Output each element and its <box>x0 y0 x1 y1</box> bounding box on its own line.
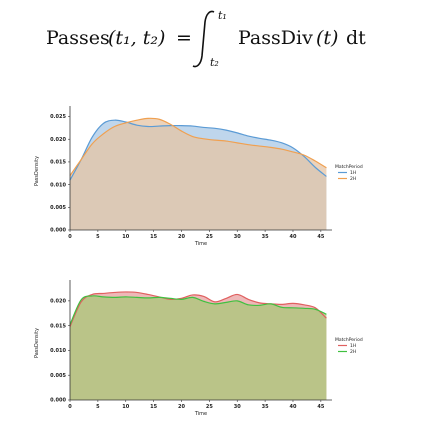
x-tick-label: 0 <box>68 404 72 410</box>
legend-label-2h: 2H <box>350 176 356 182</box>
y-axis-label: PassDensity <box>34 156 40 186</box>
charts-area: 0 5 10 15 20 25 30 35 40 45 0.000 0.005 0.010 0.015 0.… <box>0 80 434 433</box>
y-tick-label: 0.015 <box>50 160 66 166</box>
series-line-2h <box>69 117 327 176</box>
x-tick-label: 0 <box>68 234 72 240</box>
series-line-2h <box>69 295 327 325</box>
x-tick-label: 5 <box>96 234 100 240</box>
y-tick-label: 0.000 <box>50 398 66 404</box>
x-tick-label: 5 <box>96 404 100 410</box>
x-tick-label: 10 <box>122 234 129 240</box>
series-area-2h <box>70 295 327 400</box>
x-tick-label: 30 <box>234 404 241 410</box>
formula-equals: = <box>176 27 192 49</box>
x-axis-label: Time <box>194 241 207 247</box>
formula-upper-limit: t₁ <box>218 9 227 22</box>
formula: Passes (t₁, t₂) = t₁ t₂ PassDiv (t) dt <box>0 0 434 80</box>
x-tick-label: 20 <box>178 234 185 240</box>
x-tick-label: 10 <box>122 404 129 410</box>
formula-integrand: PassDiv <box>238 27 313 49</box>
x-tick-label: 40 <box>289 234 296 240</box>
legend-label-1h: 1H <box>350 170 356 176</box>
x-tick-label: 25 <box>206 404 213 410</box>
y-tick-label: 0.020 <box>50 299 66 305</box>
x-tick-label: 35 <box>262 404 269 410</box>
y-tick-label: 0.005 <box>50 373 66 379</box>
x-tick-label: 25 <box>206 234 213 240</box>
legend-label-2h: 2H <box>350 349 356 355</box>
x-tick-label: 45 <box>317 404 324 410</box>
x-axis-label: Time <box>194 411 207 417</box>
x-tick-label: 45 <box>317 234 324 240</box>
formula-lower-limit: t₂ <box>210 56 219 69</box>
series-line-1h <box>69 291 327 327</box>
x-tick-label: 35 <box>262 234 269 240</box>
y-tick-label: 0.020 <box>50 137 66 143</box>
density-charts: 0 5 10 15 20 25 30 35 40 45 0.000 0.005 0.010 0.015 0.… <box>34 106 363 417</box>
formula-lhs-name: Passes <box>46 27 110 49</box>
y-tick-label: 0.010 <box>50 348 66 354</box>
chart-1: 0 5 10 15 20 25 30 35 40 45 0.000 0.005 0.010 0.015 0.… <box>34 106 363 247</box>
x-tick-label: 15 <box>150 404 157 410</box>
y-tick-label: 0.025 <box>50 114 66 120</box>
y-tick-label: 0.010 <box>50 182 66 188</box>
x-tick-label: 40 <box>289 404 296 410</box>
y-tick-label: 0.005 <box>50 205 66 211</box>
integral-sign <box>192 10 215 68</box>
formula-differential: dt <box>346 27 366 49</box>
legend-title: MatchPeriod <box>335 337 363 343</box>
legend-title: MatchPeriod <box>335 164 363 170</box>
x-tick-label: 15 <box>150 234 157 240</box>
series-area-2h <box>70 118 327 230</box>
formula-integrand-arg: (t) <box>316 27 338 49</box>
y-tick-label: 0.000 <box>50 228 66 234</box>
series-line-1h <box>69 119 327 181</box>
x-tick-label: 20 <box>178 404 185 410</box>
y-tick-label: 0.015 <box>50 323 66 329</box>
y-axis-label: PassDensity <box>34 328 40 358</box>
x-tick-label: 30 <box>234 234 241 240</box>
formula-lhs-args: (t₁, t₂) <box>108 27 165 49</box>
legend-label-1h: 1H <box>350 343 356 349</box>
chart-2: 0 5 10 15 20 25 30 35 40 45 0.000 0.005 0.010 0.015 0.… <box>34 280 363 417</box>
